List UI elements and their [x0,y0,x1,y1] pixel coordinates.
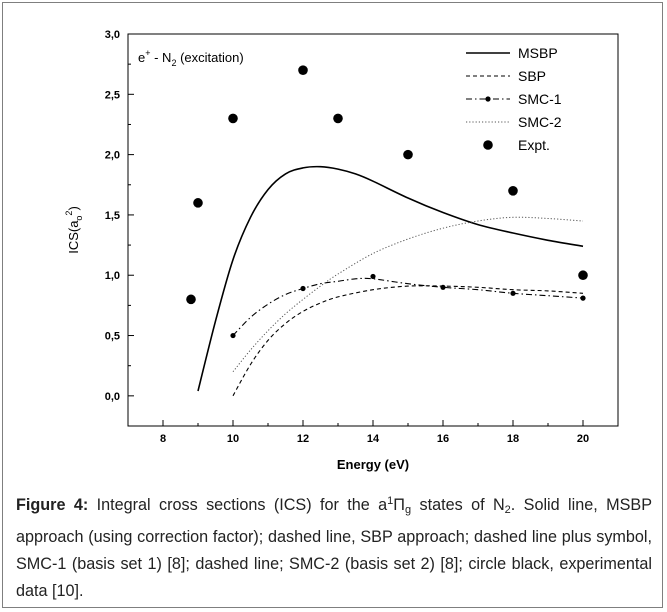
chart-annotation: e+ - N2 (excitation) [138,48,244,68]
series-line-sbp [232,285,584,397]
x-tick-label: 14 [367,433,380,445]
caption-pi: Π [393,496,405,514]
data-point-expt [333,113,343,124]
data-point-smc-1 [440,284,446,290]
figure-caption: Figure 4: Integral cross sections (ICS) … [16,488,652,605]
legend: MSBP SBP SMC-1 SMC-2 Expt. [466,45,562,153]
legend-symbol-smc-1 [485,96,491,102]
y-tick-label: 3,0 [105,29,120,41]
x-tick-label: 10 [227,433,239,445]
y-tick-label: 2,0 [105,150,120,162]
y-tick-label: 0,5 [105,331,120,343]
data-point-expt [228,113,238,124]
series-line-smc-1 [232,277,584,336]
plot-curves [197,165,584,397]
plot-markers [186,65,588,339]
caption-label: Figure 4: [16,496,89,514]
data-point-expt [403,149,413,160]
x-tick-label: 20 [577,433,589,445]
x-tick-label: 16 [437,433,449,445]
data-point-smc-1 [230,332,236,339]
caption-sub-2: 2 [504,504,511,516]
legend-label-expt: Expt. [518,137,550,153]
data-point-expt [186,294,196,305]
caption-text-3: states of N [411,496,505,514]
caption-sub-g: g [404,504,412,516]
series-line-smc-2 [232,216,584,373]
x-axis-label: Energy (eV) [337,457,409,472]
series-line-msbp [197,165,584,392]
y-tick-label: 1,0 [105,270,120,282]
legend-label-smc-2: SMC-2 [518,114,562,130]
data-point-expt [578,270,588,281]
legend-symbol-expt [483,140,493,150]
legend-label-sbp: SBP [518,68,546,84]
data-point-expt [508,186,518,196]
x-tick-label: 18 [507,433,519,445]
legend-label-smc-1: SMC-1 [518,91,562,107]
x-tick-label: 12 [297,433,309,445]
ics-chart: MSBP SBP SMC-1 SMC-2 Expt. 0,0 0,5 1,0 1,5 2,0 2,… [64,29,619,472]
y-tick-label: 2,5 [105,89,120,101]
data-point-smc-1 [300,285,306,292]
legend-label-msbp: MSBP [518,45,558,61]
caption-sup-1: 1 [387,495,394,507]
caption-text-4: . Solid line, MSBP approach (using corre… [16,496,652,600]
y-tick-label: 1,5 [105,210,120,222]
caption-text-1: Integral cross sections (ICS) for the a [88,496,388,514]
x-tick-label: 8 [160,433,166,445]
y-axis-label: ICS(ao2) [64,206,84,254]
data-point-expt [298,65,308,75]
plot-axes [127,33,619,427]
data-point-smc-1 [370,273,376,280]
plot-text: 0,0 0,5 1,0 1,5 2,0 2,5 3,0 8 10 12 14 16 18 20 Energy… [64,29,589,472]
data-point-smc-1 [510,290,516,296]
y-tick-label: 0,0 [105,391,120,403]
data-point-expt [193,198,203,208]
data-point-smc-1 [580,295,586,301]
